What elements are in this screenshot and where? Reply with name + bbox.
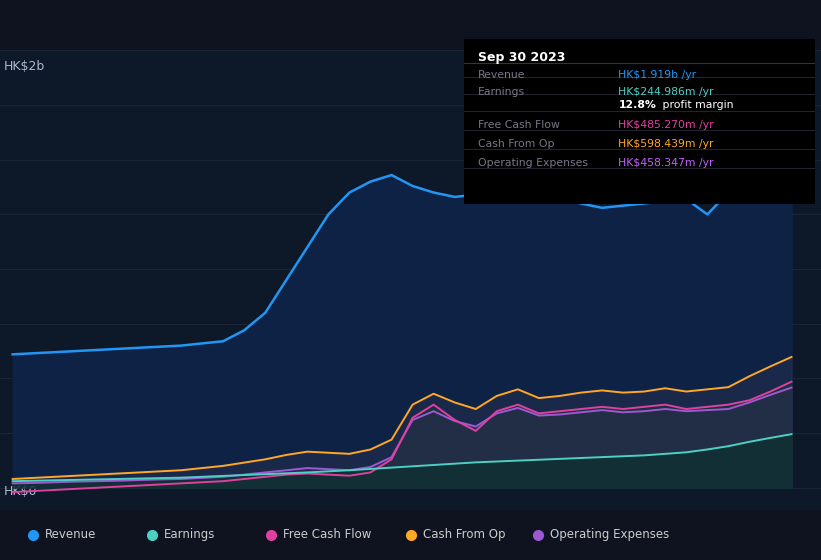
Text: HK$2b: HK$2b: [4, 59, 45, 73]
Text: Operating Expenses: Operating Expenses: [478, 158, 588, 168]
Text: profit margin: profit margin: [659, 100, 733, 110]
Text: 12.8%: 12.8%: [618, 100, 656, 110]
Text: HK$458.347m /yr: HK$458.347m /yr: [618, 158, 714, 168]
Text: HK$0: HK$0: [4, 485, 38, 498]
Text: HK$1.919b /yr: HK$1.919b /yr: [618, 70, 696, 80]
Text: Revenue: Revenue: [478, 70, 525, 80]
Text: HK$244.986m /yr: HK$244.986m /yr: [618, 87, 714, 97]
Text: Free Cash Flow: Free Cash Flow: [478, 120, 560, 130]
Text: Cash From Op: Cash From Op: [423, 528, 505, 542]
Text: HK$485.270m /yr: HK$485.270m /yr: [618, 120, 714, 130]
Text: Cash From Op: Cash From Op: [478, 139, 554, 149]
Text: HK$598.439m /yr: HK$598.439m /yr: [618, 139, 714, 149]
Text: Revenue: Revenue: [45, 528, 97, 542]
Text: Operating Expenses: Operating Expenses: [550, 528, 669, 542]
Text: Sep 30 2023: Sep 30 2023: [478, 51, 566, 64]
Text: Earnings: Earnings: [164, 528, 216, 542]
Text: Earnings: Earnings: [478, 87, 525, 97]
Text: Free Cash Flow: Free Cash Flow: [283, 528, 372, 542]
